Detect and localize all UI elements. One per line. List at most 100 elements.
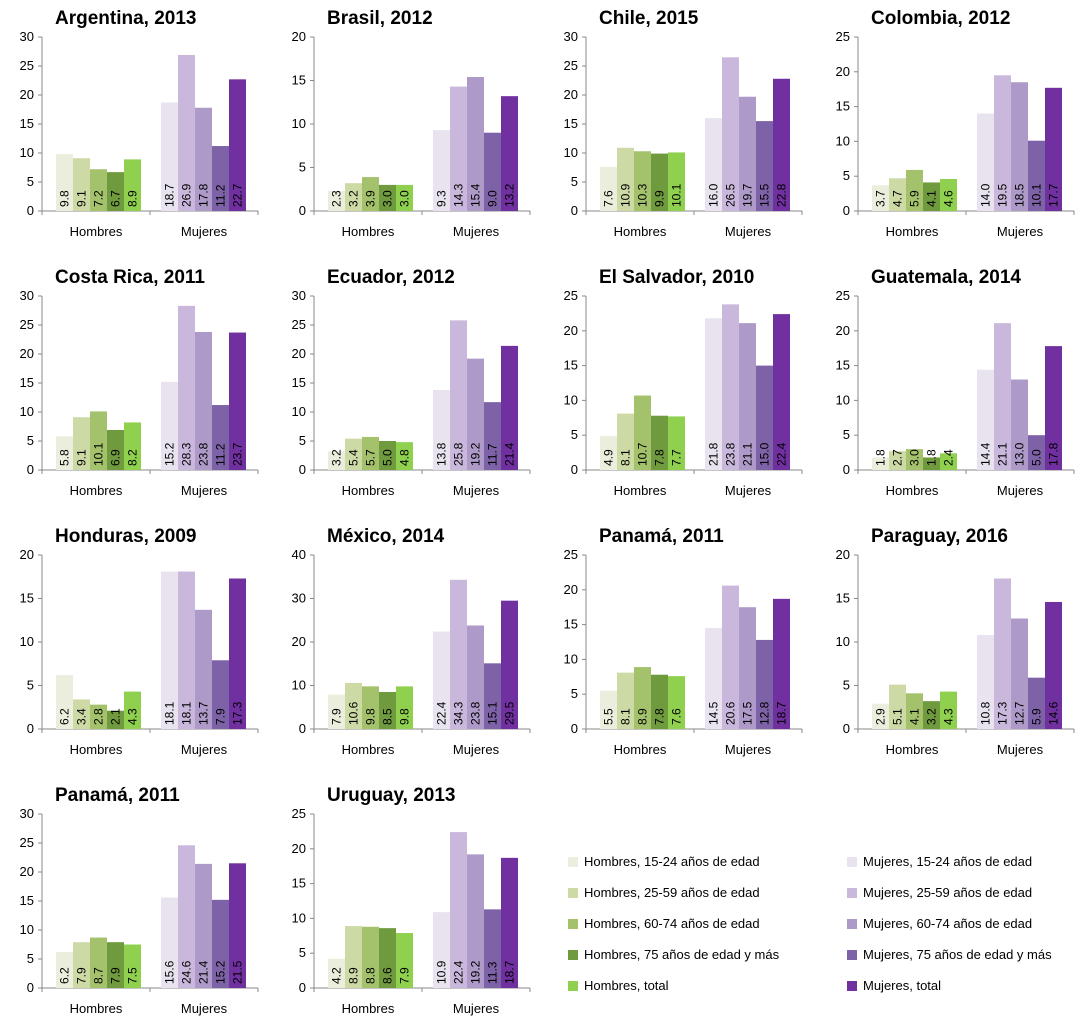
y-tick-label: 25: [292, 806, 306, 821]
bar: [161, 381, 178, 470]
data-label: 8.1: [619, 708, 633, 725]
bar: [107, 172, 124, 211]
y-tick-label: 15: [836, 591, 850, 606]
data-label: 8.1: [619, 449, 633, 466]
legend-swatch: [568, 887, 578, 898]
data-label: 26.9: [180, 183, 194, 207]
data-label: 2.9: [874, 708, 888, 725]
bar: [178, 305, 195, 470]
bar: [396, 933, 413, 988]
bar: [56, 952, 73, 988]
bar: [178, 54, 195, 212]
y-tick-label: 10: [292, 116, 306, 131]
bar: [773, 598, 790, 729]
legend-swatch: [847, 856, 857, 867]
bar: [651, 674, 668, 729]
data-label: 7.2: [92, 190, 106, 207]
y-tick-label: 0: [27, 721, 34, 736]
data-label: 10.1: [1030, 183, 1044, 207]
bar: [977, 113, 994, 211]
y-tick-label: 30: [20, 29, 34, 44]
data-label: 4.9: [602, 449, 616, 466]
x-category-label: Hombres: [342, 742, 395, 757]
y-tick-label: 15: [292, 73, 306, 88]
bar: [195, 609, 212, 729]
bar: [379, 928, 396, 988]
legend-label: Hombres, 15-24 años de edad: [584, 854, 760, 869]
bar: [1045, 87, 1062, 211]
bar: [1011, 618, 1028, 729]
chart-panel: Colombia, 2012 0 5 10 15 20 25 3.7 4.7 5.9 4.1 4.6 H…: [816, 0, 1076, 250]
bar: [739, 607, 756, 729]
data-label: 9.0: [486, 190, 500, 207]
bar: [328, 958, 345, 988]
legend-swatch: [568, 980, 578, 991]
data-label: 5.1: [891, 708, 905, 725]
y-tick-label: 0: [27, 980, 34, 995]
legend-label: Hombres, 25-59 años de edad: [584, 885, 760, 900]
chart-title: Brasil, 2012: [327, 8, 433, 29]
bar: [467, 625, 484, 729]
data-label: 3.2: [925, 708, 939, 725]
bar: [1045, 601, 1062, 729]
y-tick-label: 0: [27, 462, 34, 477]
y-tick-label: 0: [843, 462, 850, 477]
y-tick-label: 5: [571, 686, 578, 701]
x-category-label: Mujeres: [725, 483, 772, 498]
bar: [940, 691, 957, 729]
bar: [212, 146, 229, 211]
data-label: 5.5: [602, 708, 616, 725]
data-label: 11.3: [486, 961, 500, 984]
bar: [73, 942, 90, 988]
data-label: 1.8: [874, 449, 888, 466]
bar: [107, 429, 124, 470]
data-label: 9.8: [364, 708, 378, 725]
bar: [450, 579, 467, 729]
y-tick-label: 25: [564, 547, 578, 562]
data-label: 10.6: [347, 701, 361, 725]
y-tick-label: 15: [836, 358, 850, 373]
y-tick-label: 10: [20, 145, 34, 160]
bar: [73, 417, 90, 470]
chart-title: Costa Rica, 2011: [55, 267, 205, 288]
data-label: 19.7: [741, 183, 755, 207]
bar: [124, 159, 141, 211]
x-category-label: Hombres: [614, 224, 667, 239]
bar: [56, 675, 73, 729]
data-label: 4.3: [126, 708, 140, 725]
bar: [362, 177, 379, 211]
x-category-label: Hombres: [70, 224, 123, 239]
bar: [773, 78, 790, 211]
legend-label: Mujeres, 15-24 años de edad: [863, 854, 1033, 869]
data-label: 15.1: [486, 701, 500, 725]
bar: [1011, 82, 1028, 212]
bar: [756, 639, 773, 729]
y-tick-label: 15: [564, 358, 578, 373]
data-label: 21.4: [503, 442, 517, 466]
data-label: 7.9: [109, 967, 123, 984]
data-label: 23.8: [724, 442, 738, 466]
data-label: 7.6: [602, 190, 616, 207]
legend-item: Hombres, 15-24 años de edad: [568, 854, 760, 869]
x-category-label: Mujeres: [725, 742, 772, 757]
data-label: 19.5: [996, 183, 1010, 207]
bar: [90, 704, 107, 729]
bar: [73, 158, 90, 211]
y-tick-label: 5: [27, 951, 34, 966]
data-label: 18.5: [1013, 183, 1027, 207]
data-label: 2.7: [891, 449, 905, 466]
y-tick-label: 30: [20, 288, 34, 303]
y-tick-label: 5: [843, 168, 850, 183]
bar: [178, 845, 195, 988]
chart-panel: Paraguay, 2016 0 5 10 15 20 2.9 5.1 4.1 3.2 4.3 Hom…: [816, 518, 1076, 768]
y-tick-label: 20: [20, 346, 34, 361]
chart-title: Honduras, 2009: [55, 526, 197, 547]
y-tick-label: 25: [292, 317, 306, 332]
data-label: 3.0: [381, 190, 395, 207]
data-label: 22.8: [775, 183, 789, 207]
x-category-label: Hombres: [886, 742, 939, 757]
y-tick-label: 30: [20, 806, 34, 821]
y-tick-label: 5: [299, 433, 306, 448]
bar: [467, 358, 484, 470]
